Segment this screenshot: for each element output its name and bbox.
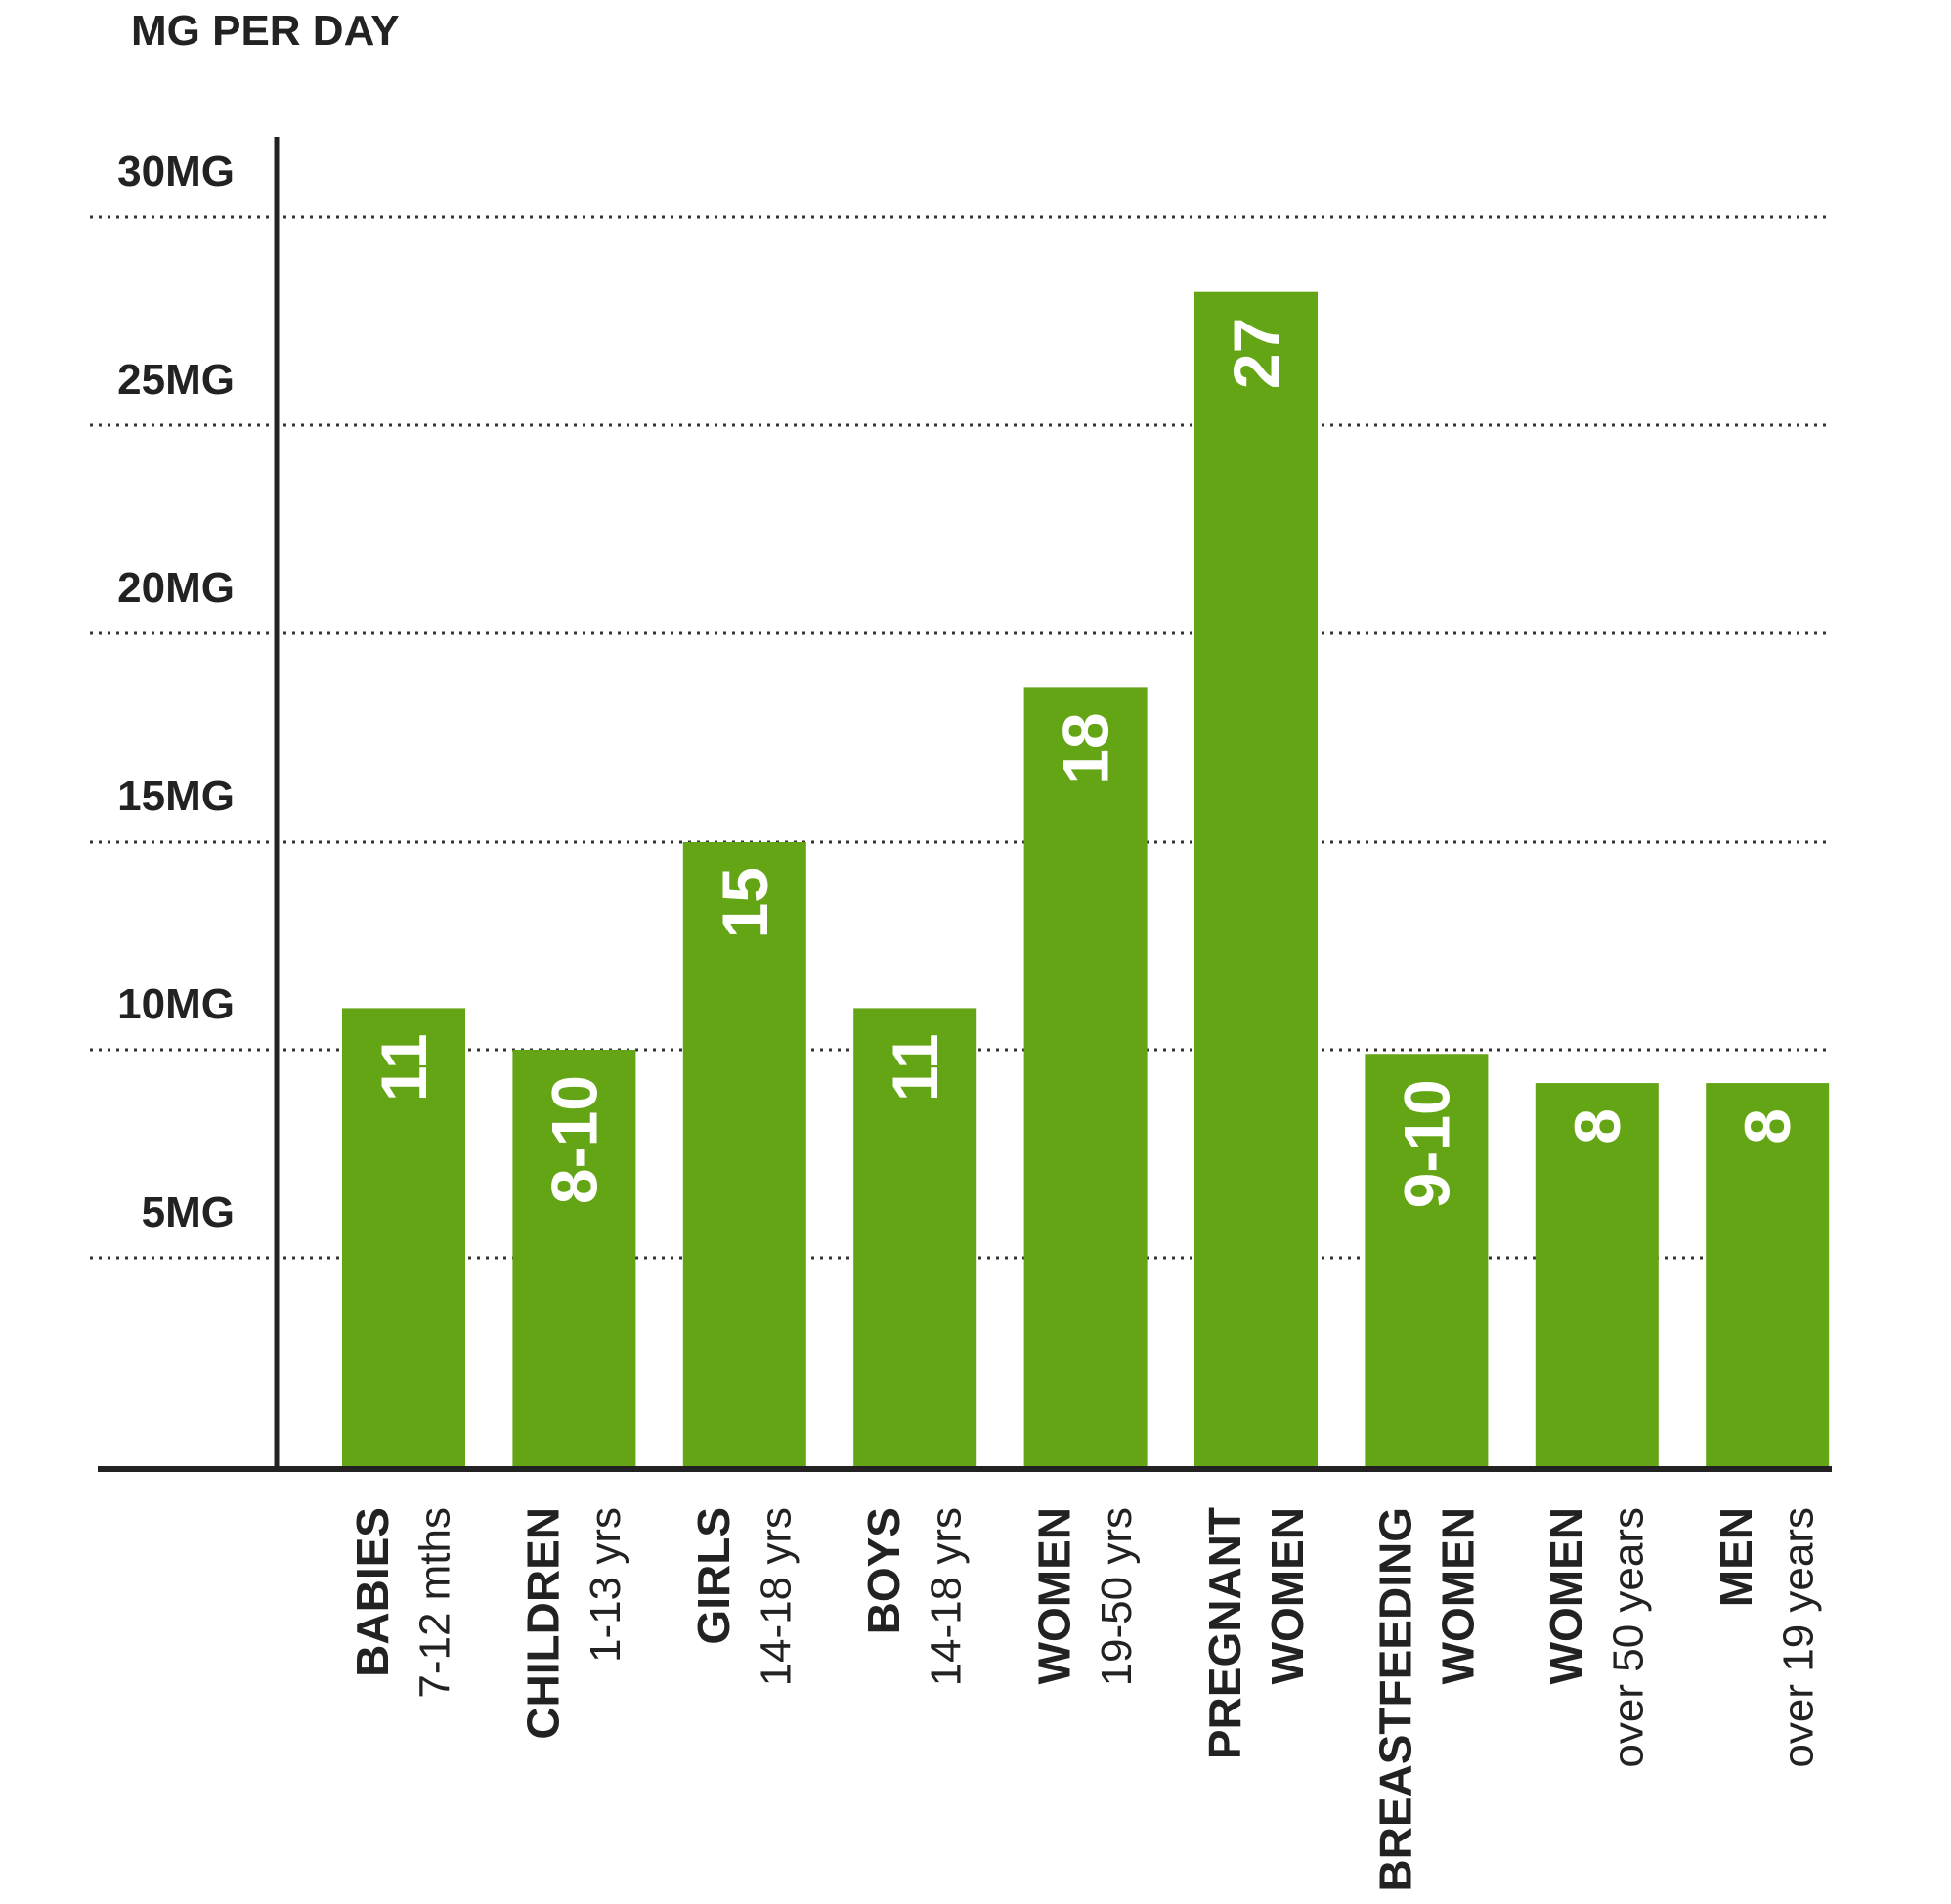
y-tick-label: 5MG [142,1189,235,1236]
bar-value-label: 18 [1050,713,1122,784]
bars: 11 8-10 15 11 18 27 9-10 8 8 [342,291,1830,1467]
bar-value-label: 8-10 [538,1075,610,1204]
bar-value-label: 8 [1731,1108,1803,1145]
category-label: CHILDREN [517,1507,568,1740]
category-sublabel: 14-18 yrs [752,1507,800,1686]
bar [1706,1083,1830,1466]
bar [1365,1054,1489,1466]
category-sublabel: 7-12 mths [412,1507,459,1699]
bar [1194,291,1318,1467]
category-sublabel: WOMEN [1262,1507,1313,1684]
category-label: BABIES [347,1507,398,1677]
y-tick-label: 15MG [117,772,235,820]
category-label: MEN [1711,1507,1761,1607]
y-tick-label: 30MG [117,148,235,195]
y-tick-label: 10MG [117,980,235,1028]
bar [682,842,806,1466]
bar [342,1008,465,1466]
category-label: BREASTFEEDING [1369,1507,1420,1892]
y-axis-title: MG PER DAY [131,7,400,55]
bar [1535,1083,1659,1466]
category-sublabel: over 19 years [1775,1507,1823,1768]
category-sublabel: 19-50 yrs [1093,1507,1141,1686]
category-sublabel: WOMEN [1432,1507,1483,1684]
category-label: WOMEN [1540,1507,1591,1684]
bar [512,1050,636,1466]
y-tick-label: 20MG [117,564,235,612]
bar-value-label: 8 [1561,1108,1633,1145]
category-sublabel: over 50 years [1604,1507,1652,1768]
category-label: PREGNANT [1199,1507,1250,1759]
bar [853,1008,977,1466]
bar-value-label: 11 [879,1033,951,1102]
bar-value-label: 11 [368,1033,440,1102]
y-tick-labels: 5MG 10MG 15MG 20MG 25MG 30MG [117,148,235,1236]
bar-value-label: 27 [1220,318,1292,389]
category-label: GIRLS [688,1507,739,1645]
category-label: WOMEN [1029,1507,1080,1684]
category-sublabel: 1-13 yrs [582,1507,629,1663]
y-tick-label: 25MG [117,356,235,404]
x-category-labels: BABIES 7-12 mths CHILDREN 1-13 yrs GIRLS 14-1… [347,1507,1823,1892]
bar-value-label: 9-10 [1390,1079,1462,1208]
bar [1023,687,1148,1466]
category-label: BOYS [858,1507,909,1634]
bar-value-label: 15 [709,867,781,938]
category-sublabel: 14-18 yrs [923,1507,971,1686]
